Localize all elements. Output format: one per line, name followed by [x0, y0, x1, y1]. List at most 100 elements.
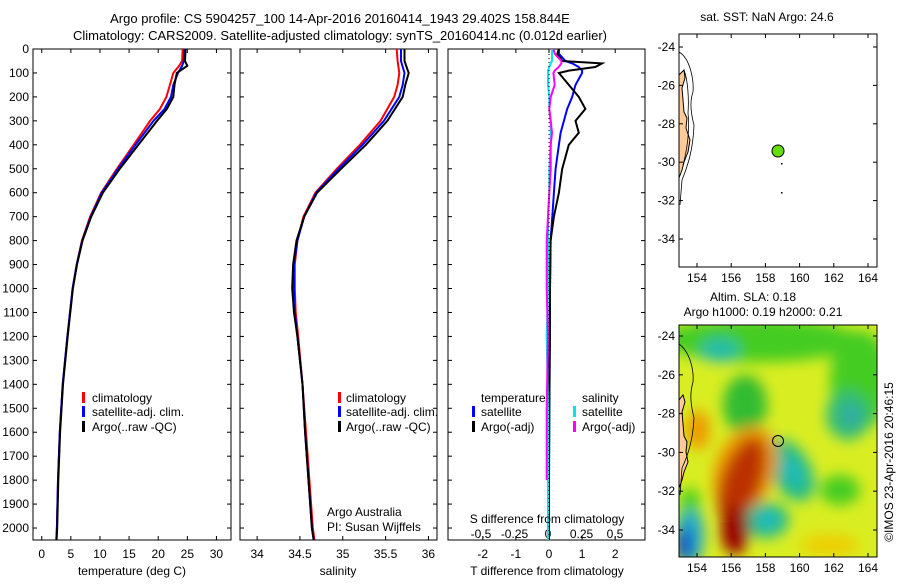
lat-tick-label: -26 [658, 368, 676, 382]
y-tick-label: 1000 [2, 282, 29, 296]
y-tick-label: 700 [9, 210, 29, 224]
argo-float-marker [771, 144, 785, 158]
y-tick-label: 1400 [2, 377, 29, 391]
y-tick-label: 1800 [2, 473, 29, 487]
isobath-contour [678, 51, 695, 206]
legend-swatch-climatology [82, 392, 85, 403]
legend-label: Argo(..raw -QC) [346, 420, 431, 434]
s-diff-xlabel: S difference from climatology [470, 512, 625, 526]
x-tick-label: 0 [546, 547, 553, 561]
y-tick-label: 200 [9, 90, 29, 104]
sla-map-title-2: Argo h1000: 0.19 h2000: 0.21 [684, 305, 843, 319]
title-line-1: Argo profile: CS 5904257_100 14-Apr-2016… [110, 11, 570, 26]
sst-map-title: sat. SST: NaN Argo: 24.6 [700, 10, 834, 24]
legend-label: Argo(-adj) [582, 420, 635, 434]
legend-swatch-argo [338, 421, 341, 432]
x-tick-label: 34 [250, 547, 264, 561]
sla-map-title-1: Altim. SLA: 0.18 [710, 290, 796, 304]
legend-label: climatology [346, 391, 406, 405]
legend-swatch-argo [82, 421, 85, 432]
lon-tick-label: 162 [824, 271, 844, 285]
y-tick-label: 1100 [3, 305, 29, 319]
t-diff-xlabel: T difference from climatology [470, 564, 624, 578]
land-australia [678, 68, 691, 179]
y-tick-label: 1200 [2, 329, 29, 343]
legend-label: satellite [582, 405, 623, 419]
salinity-legend: climatology satellite-adj. clim. Argo(..… [338, 391, 438, 434]
salinity-series-group [291, 49, 410, 540]
lon-tick-label: 164 [858, 561, 878, 575]
temperature-series-group [55, 49, 189, 540]
x-tick-label: 1 [579, 547, 586, 561]
x2-tick-label: 0.25 [570, 527, 594, 541]
land-australia [679, 393, 689, 489]
x-tick-label: 36 [422, 547, 436, 561]
y-tick-label: 2000 [2, 521, 29, 535]
legend-label: satellite [481, 405, 522, 419]
legend-swatch-s-satellite [573, 406, 576, 417]
lon-tick-label: 164 [858, 271, 878, 285]
y-tick-label: 1300 [2, 353, 29, 367]
lat-tick-label: -28 [658, 117, 676, 131]
legend-label: climatology [92, 391, 152, 405]
lon-tick-label: 160 [790, 271, 810, 285]
x-tick-label: -2 [477, 547, 488, 561]
legend-swatch-t-satellite [472, 406, 475, 417]
difference-t-argo-adj-line [548, 49, 606, 540]
y-tick-label: 1700 [2, 449, 29, 463]
y-tick-label: 500 [9, 162, 29, 176]
x-tick-label: 25 [181, 547, 195, 561]
legend-swatch-s-argo [573, 421, 576, 432]
x-tick-label: 10 [93, 547, 107, 561]
lat-tick-label: -24 [658, 329, 676, 343]
salinity-argo-raw-qc-line [291, 49, 410, 540]
y-tick-label: 800 [9, 234, 29, 248]
x-tick-label: 20 [152, 547, 166, 561]
legend-heading-salinity: salinity [582, 391, 619, 405]
y-tick-label: 600 [9, 186, 29, 200]
difference-series-group [545, 49, 606, 540]
x-tick-label: 35 [336, 547, 350, 561]
imos-credit: ©IMOS 23-Apr-2016 20:46:15 [882, 382, 896, 542]
legend-label: satellite-adj. clim. [346, 405, 438, 419]
salinity-xlabel: salinity [320, 564, 357, 578]
lat-tick-label: -30 [658, 445, 676, 459]
isobath-contour [679, 343, 695, 496]
lat-tick-label: -28 [658, 407, 676, 421]
annotation-argo-australia: Argo Australia [327, 505, 402, 519]
lat-tick-label: -24 [658, 40, 676, 54]
temperature-xlabel: temperature (deg C) [78, 564, 186, 578]
y-tick-label: 1900 [2, 497, 29, 511]
difference-legend: temperature satellite Argo(-adj) salinit… [472, 391, 635, 434]
lon-tick-label: 158 [755, 271, 775, 285]
legend-label: satellite-adj. clim. [92, 405, 184, 419]
argo-float-marker [772, 435, 784, 447]
x-tick-label: 5 [68, 547, 75, 561]
y-tick-label: 0 [22, 42, 29, 56]
x-tick-label: 35.5 [374, 547, 398, 561]
lat-tick-label: -34 [658, 523, 676, 537]
lat-tick-label: -30 [658, 155, 676, 169]
y-tick-label: 900 [9, 258, 29, 272]
sst-map: 154 156 158 160 162 164 -24 -26 -28 -30 -32 -34 [658, 33, 878, 285]
legend-swatch-satellite [338, 406, 341, 417]
sla-map: 154 156 158 160 162 164 -24 -26 -28 -30 -32 -34 [658, 324, 878, 575]
lon-tick-label: 154 [687, 271, 707, 285]
x-tick-label: 34.5 [288, 547, 312, 561]
y-tick-label: 1600 [2, 425, 29, 439]
salinity-axes [239, 48, 438, 541]
x2-tick-label: -0.25 [501, 527, 529, 541]
x-tick-label: 15 [122, 547, 136, 561]
difference-s-argo-adj-line [545, 49, 563, 481]
lon-tick-label: 162 [824, 561, 844, 575]
x-tick-label: 30 [210, 547, 224, 561]
lon-tick-label: 154 [687, 561, 707, 575]
y-tick-label: 400 [9, 138, 29, 152]
legend-heading-temperature: temperature [481, 391, 546, 405]
lat-tick-label: -32 [658, 194, 676, 208]
temperature-argo-raw-qc-line [55, 49, 189, 540]
x2-tick-label: 0.5 [607, 527, 624, 541]
y-tick-label: 1500 [2, 401, 29, 415]
lat-tick-label: -34 [658, 232, 676, 246]
legend-swatch-climatology [338, 392, 341, 403]
